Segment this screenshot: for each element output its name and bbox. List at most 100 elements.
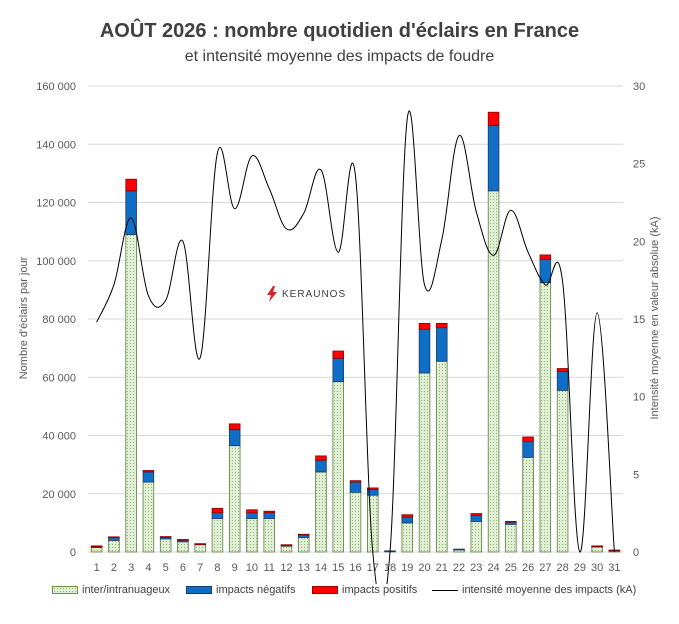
y-tick-label: 140 000	[36, 139, 76, 151]
bar-intra	[211, 518, 224, 553]
bar-positive	[367, 487, 379, 490]
lightning-chart: 0 20 000 40 000 60 000 80 000 100 000 120 000 1…	[18, 81, 661, 584]
bar-positive	[436, 322, 448, 329]
x-tick-label: 30	[591, 562, 603, 574]
legend-item-line: intensité moyenne des impacts (kA)	[432, 584, 636, 596]
bar-negative	[349, 481, 362, 493]
legend-label-line: intensité moyenne des impacts (kA)	[462, 584, 637, 596]
x-tick-label: 26	[522, 562, 534, 574]
x-tick-label: 15	[332, 562, 344, 574]
legend-swatch-negative	[186, 586, 212, 594]
logo-text: KERAUNOS	[282, 288, 347, 300]
x-tick-label: 27	[539, 562, 551, 574]
y-tick-label: 120 000	[36, 198, 76, 210]
x-tick-label: 3	[128, 562, 134, 574]
bar-negative	[470, 515, 483, 522]
bar-intra	[367, 494, 379, 553]
legend-swatch-positive	[312, 586, 338, 594]
bar-intra	[522, 456, 534, 553]
bar-positive	[539, 254, 552, 260]
x-tick-label: 29	[574, 562, 586, 574]
y-tick-label: 20 000	[42, 489, 76, 501]
bar-intra	[108, 539, 120, 553]
legend-label-intra: inter/intranuageux	[82, 584, 171, 596]
bar-positive	[263, 510, 275, 514]
bar-positive	[297, 533, 310, 536]
x-tick-label: 2	[111, 562, 117, 574]
bar-intra	[332, 381, 344, 553]
bar-negative	[142, 471, 155, 483]
legend-label-positive: impacts positifs	[342, 584, 418, 596]
x-tick-label: 9	[232, 562, 238, 574]
bar-positive	[142, 470, 155, 473]
legend-item-intra: inter/intranuageux	[52, 584, 170, 596]
bar-intra	[159, 538, 172, 553]
x-tick-label: 8	[214, 562, 220, 574]
x-tick-label: 20	[418, 562, 430, 574]
x-tick-label: 17	[367, 562, 379, 574]
bar-negative	[263, 512, 275, 519]
bar-positive	[315, 455, 327, 461]
legend-swatch-line	[432, 589, 458, 591]
bar-intra	[280, 545, 293, 553]
bar-positive	[280, 544, 293, 546]
lightning-bolt-icon	[267, 286, 277, 302]
bar-positive	[90, 545, 103, 548]
bar-intra	[591, 546, 603, 553]
bar-positive	[487, 111, 500, 126]
bar-positive	[470, 513, 483, 516]
x-tick-label: 25	[505, 562, 517, 574]
bar-positive	[349, 480, 362, 483]
bar-intra	[418, 372, 431, 553]
bar-positive	[522, 436, 534, 442]
bar-negative	[556, 371, 569, 391]
bar-negative	[228, 429, 241, 447]
x-tick-label: 16	[349, 562, 361, 574]
y2-tick-label: 10	[633, 392, 645, 404]
bar-intra	[90, 547, 103, 553]
legend-item-negative: impacts négatifs	[186, 584, 295, 596]
intensity-line	[96, 110, 615, 584]
x-tick-label: 31	[608, 562, 620, 574]
legend-item-positive: impacts positifs	[312, 584, 417, 596]
bar-positive	[505, 521, 517, 523]
legend-label-negative: impacts négatifs	[216, 584, 296, 596]
axis-ticks: 0 20 000 40 000 60 000 80 000 100 000 120 000 1…	[36, 81, 645, 574]
bar-intra	[125, 234, 137, 553]
bar-positive	[194, 543, 206, 545]
bar-negative	[539, 258, 552, 283]
bar-positive	[401, 514, 414, 518]
bar-positive	[418, 322, 431, 330]
keraunos-logo: KERAUNOS	[266, 286, 346, 302]
chart-subtitle: et intensité moyenne des impacts de foud…	[184, 48, 495, 65]
bar-intra	[401, 522, 414, 553]
y-tick-label: 100 000	[36, 256, 76, 268]
x-tick-label: 23	[470, 562, 482, 574]
y2-tick-label: 0	[633, 547, 639, 559]
bar-intra	[539, 282, 552, 553]
bar-negative	[436, 327, 448, 362]
bar-negative	[401, 516, 414, 524]
y2-tick-label: 20	[633, 236, 645, 248]
bar-positive	[246, 509, 258, 514]
y-tick-label: 0	[70, 547, 76, 559]
y-tick-label: 160 000	[36, 81, 76, 93]
y2-axis-title: Intensité moyenne en valeur absolue (kA)	[649, 216, 661, 419]
bar-positive	[556, 368, 569, 372]
bar-intra	[177, 541, 189, 553]
bar-intra	[315, 471, 327, 553]
bars	[90, 111, 621, 553]
bar-negative	[453, 548, 465, 551]
bar-intra	[487, 190, 500, 553]
bar-intra	[436, 360, 448, 553]
x-tick-label: 7	[197, 562, 203, 574]
y-axis-title: Nombre d'éclairs par jour	[18, 256, 30, 379]
y-tick-label: 40 000	[42, 431, 76, 443]
bar-positive	[108, 536, 120, 539]
bar-positive	[159, 536, 172, 538]
bar-negative	[487, 124, 500, 192]
x-tick-label: 19	[401, 562, 413, 574]
bar-intra	[470, 521, 483, 553]
x-tick-label: 21	[436, 562, 448, 574]
bar-intra	[142, 481, 155, 553]
